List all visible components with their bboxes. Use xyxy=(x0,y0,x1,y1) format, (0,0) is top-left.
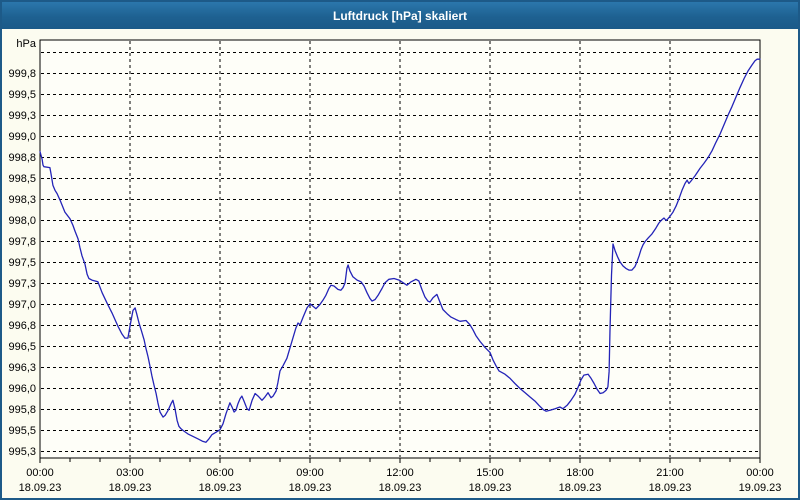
chart-panel: hPa 999,8 999,5 999,3 999,0 998,8 998,5 998,3 9… xyxy=(2,29,798,498)
window-title-bar[interactable]: Luftdruck [hPa] skaliert xyxy=(2,2,798,29)
window-title: Luftdruck [hPa] skaliert xyxy=(332,8,468,23)
pressure-line-chart xyxy=(39,39,761,463)
pressure-series-line xyxy=(39,58,761,443)
